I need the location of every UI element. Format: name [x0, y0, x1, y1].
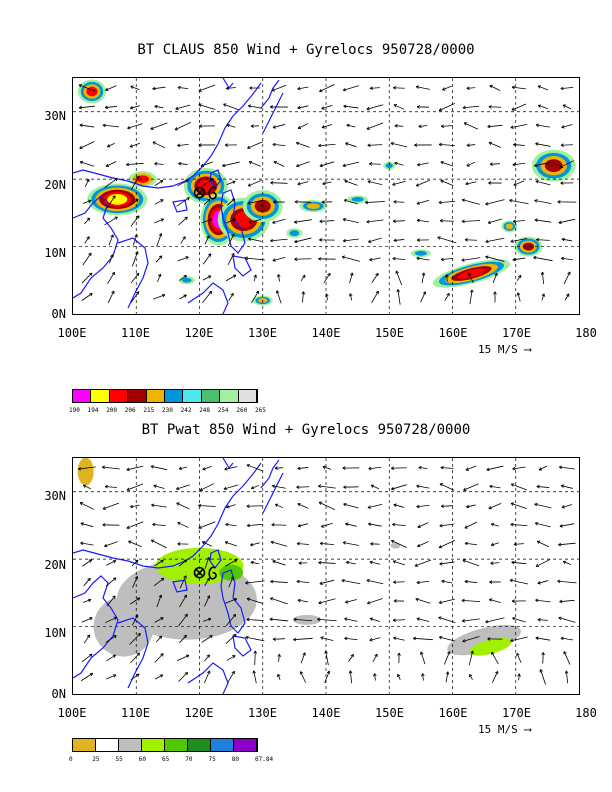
colorbar-swatch — [234, 739, 257, 751]
colorbar-swatch — [96, 739, 119, 751]
panel2-lon-label: 110E — [121, 706, 150, 720]
colorbar-label: 75 — [208, 756, 216, 763]
colorbar-label: 242 — [180, 407, 192, 414]
colorbar-swatch — [238, 390, 258, 402]
panel2-ref-vector: 15 M/S ⟶ — [478, 723, 531, 736]
colorbar-label: 0 — [69, 756, 73, 763]
panel1-lon-label: 110E — [121, 326, 150, 340]
panel2-colorbar — [72, 738, 258, 752]
panel2-title: BT Pwat 850 Wind + Gyrelocs 950728/0000 — [141, 422, 471, 438]
colorbar-swatch — [220, 390, 239, 402]
colorbar-swatch — [73, 739, 96, 751]
panel1-ref-vector: 15 M/S ⟶ — [478, 343, 531, 356]
panel1-title: BT CLAUS 850 Wind + Gyrelocs 950728/0000 — [137, 42, 475, 58]
colorbar-label: 265 — [255, 407, 266, 414]
panel2-map — [72, 457, 580, 695]
panel2-lon-label: 100E — [57, 706, 87, 720]
panel1-lat-10n: 10N — [44, 246, 66, 260]
colorbar-label: 67.84 — [255, 756, 274, 763]
colorbar-label: 206 — [124, 407, 136, 414]
panel1-lon-label: 100E — [57, 326, 87, 340]
colorbar-swatch — [73, 390, 92, 402]
colorbar-swatch — [142, 739, 165, 751]
colorbar-swatch — [165, 739, 188, 751]
panel1-lon-label: 140E — [311, 326, 341, 340]
panel1-lat-20n: 20N — [44, 178, 66, 192]
colorbar-label: 65 — [162, 756, 170, 763]
colorbar-label: 80 — [231, 756, 239, 763]
colorbar-swatch — [128, 390, 147, 402]
colorbar-label: 190 — [69, 407, 80, 414]
colorbar-swatch — [201, 390, 221, 402]
colorbar-label: 248 — [199, 407, 211, 414]
panel1-lat-30n: 30N — [44, 109, 66, 123]
colorbar-swatch — [183, 390, 202, 402]
colorbar-label: 55 — [115, 756, 123, 763]
panel2-lon-label: 170E — [502, 706, 531, 720]
panel1-lon-label: 150E — [375, 326, 404, 340]
panel1-lat-0n: 0N — [51, 307, 66, 321]
colorbar-swatch — [211, 739, 234, 751]
colorbar-label: 25 — [92, 756, 100, 763]
panel1-lon-label: 120E — [184, 326, 214, 340]
colorbar-label: 200 — [106, 407, 118, 414]
colorbar-label: 60 — [138, 756, 146, 763]
panel2-lat-30n: 30N — [44, 489, 66, 503]
colorbar-label: 215 — [143, 407, 155, 414]
colorbar-swatch — [188, 739, 211, 751]
colorbar-swatch — [109, 390, 129, 402]
panel1-lon-label: 130E — [248, 326, 277, 340]
colorbar-label: 254 — [217, 407, 229, 414]
colorbar-swatch — [165, 390, 184, 402]
panel1-lon-label: 160E — [438, 326, 468, 340]
colorbar-label: 260 — [236, 407, 248, 414]
panel2-lon-label: 160E — [438, 706, 468, 720]
panel1-lon-label: 180 — [575, 326, 597, 340]
panel1-lon-label: 170E — [502, 326, 531, 340]
panel2-lon-label: 180 — [575, 706, 597, 720]
panel2-lon-label: 120E — [184, 706, 214, 720]
colorbar-swatch — [119, 739, 142, 751]
panel2-lat-20n: 20N — [44, 558, 66, 572]
colorbar-swatch — [146, 390, 166, 402]
panel1-map-svg — [73, 78, 579, 314]
colorbar-swatch — [91, 390, 110, 402]
panel2-lon-label: 150E — [375, 706, 404, 720]
colorbar-label: 194 — [87, 407, 99, 414]
panel2-lon-label: 130E — [248, 706, 277, 720]
panel1-map — [72, 77, 580, 315]
panel2-lat-0n: 0N — [51, 687, 66, 701]
colorbar-label: 230 — [162, 407, 173, 414]
panel2-map-svg — [73, 458, 579, 694]
panel1-colorbar — [72, 389, 258, 403]
colorbar-label: 70 — [185, 756, 193, 763]
panel2-lon-label: 140E — [311, 706, 341, 720]
panel2-lat-10n: 10N — [44, 626, 66, 640]
